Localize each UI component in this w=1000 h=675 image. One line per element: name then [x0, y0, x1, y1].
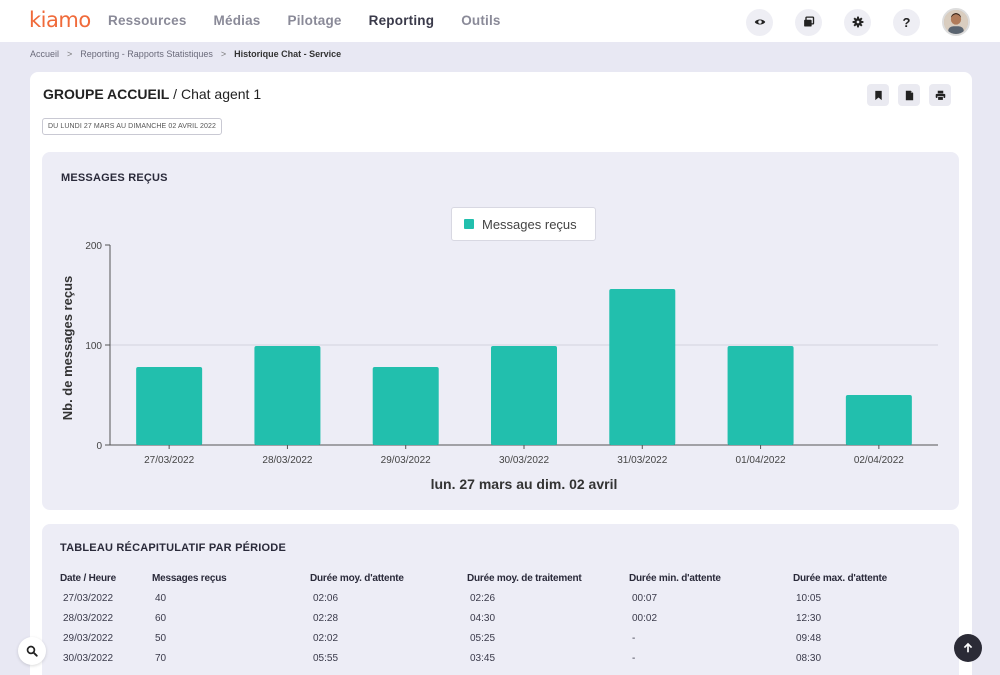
- breadcrumb-reporting[interactable]: Reporting - Rapports Statistiques: [80, 49, 213, 59]
- main-nav: Ressources Médias Pilotage Reporting Out…: [108, 13, 528, 28]
- y-axis-title: Nb. de messages reçus: [60, 276, 75, 421]
- arrow-up-icon: [963, 642, 973, 653]
- cell-avg-handling: 02:26: [470, 592, 496, 604]
- gear-icon[interactable]: [844, 8, 871, 36]
- cell-messages: 40: [155, 592, 167, 604]
- cell-avg-wait: 05:55: [313, 652, 339, 664]
- column-header-min-wait[interactable]: Durée min. d'attente: [629, 572, 721, 584]
- breadcrumb: Accueil > Reporting - Rapports Statistiq…: [30, 49, 341, 59]
- column-header-date[interactable]: Date / Heure: [60, 572, 116, 584]
- x-tick-label: 01/04/2022: [736, 455, 786, 466]
- x-tick-label: 27/03/2022: [144, 455, 194, 466]
- chart-panel-title: MESSAGES REÇUS: [61, 172, 168, 184]
- bar: [254, 346, 321, 445]
- cell-avg-wait: 02:02: [313, 632, 339, 644]
- bar: [372, 367, 439, 445]
- cell-min-wait: 00:02: [632, 612, 658, 624]
- x-axis-title: lun. 27 mars au dim. 02 avril: [431, 476, 618, 492]
- search-button[interactable]: [18, 637, 46, 665]
- nav-ressources[interactable]: Ressources: [108, 13, 187, 28]
- cell-avg-handling: 05:25: [470, 632, 496, 644]
- kiamo-logo[interactable]: kiamo: [29, 8, 91, 32]
- legend-label: Messages reçus: [482, 216, 577, 232]
- bar-chart: 0 100 200 27/03/2022 28/03/2022 29/03/2022 30/…: [60, 241, 938, 492]
- windows-icon[interactable]: [795, 8, 822, 36]
- cell-avg-wait: 02:06: [313, 592, 339, 604]
- cell-max-wait: 09:48: [796, 632, 822, 644]
- table-row: 29/03/2022 50 02:02 05:25 - 09:48: [60, 628, 943, 648]
- top-bar: kiamo Ressources Médias Pilotage Reporti…: [0, 0, 1000, 42]
- column-header-avg-wait[interactable]: Durée moy. d'attente: [310, 572, 404, 584]
- y-tick-label: 100: [85, 341, 102, 352]
- bookmark-icon[interactable]: [867, 84, 889, 106]
- cell-messages: 50: [155, 632, 167, 644]
- search-icon: [26, 645, 38, 657]
- chart-legend[interactable]: Messages reçus: [451, 207, 596, 241]
- cell-date: 27/03/2022: [63, 592, 114, 604]
- x-tick-label: 30/03/2022: [499, 455, 549, 466]
- summary-table: Date / Heure Messages reçus Durée moy. d…: [60, 568, 943, 668]
- table-row: 28/03/2022 60 02:28 04:30 00:02 12:30: [60, 608, 943, 628]
- nav-pilotage[interactable]: Pilotage: [287, 13, 342, 28]
- cell-messages: 70: [155, 652, 167, 664]
- cell-avg-wait: 02:28: [313, 612, 339, 624]
- column-header-messages[interactable]: Messages reçus: [152, 572, 227, 584]
- nav-medias[interactable]: Médias: [213, 13, 261, 28]
- bar: [136, 367, 203, 445]
- breadcrumb-home[interactable]: Accueil: [30, 49, 60, 59]
- bar: [609, 289, 676, 445]
- column-header-max-wait[interactable]: Durée max. d'attente: [793, 572, 887, 584]
- page-title: GROUPE ACCUEIL / Chat agent 1: [43, 86, 261, 102]
- cell-date: 28/03/2022: [63, 612, 114, 624]
- column-header-avg-handling[interactable]: Durée moy. de traitement: [467, 572, 582, 584]
- x-tick-label: 29/03/2022: [381, 455, 431, 466]
- cell-max-wait: 10:05: [796, 592, 822, 604]
- eye-icon[interactable]: [746, 8, 773, 36]
- bar: [727, 346, 794, 445]
- x-tick-label: 28/03/2022: [262, 455, 312, 466]
- x-tick-label: 31/03/2022: [617, 455, 667, 466]
- cell-date: 29/03/2022: [63, 632, 114, 644]
- report-card: GROUPE ACCUEIL / Chat agent 1 DU LUNDI 2…: [30, 72, 972, 675]
- cell-min-wait: -: [632, 632, 636, 644]
- y-tick-label: 0: [96, 441, 102, 452]
- document-icon[interactable]: [898, 84, 920, 106]
- cell-avg-handling: 03:45: [470, 652, 496, 664]
- breadcrumb-separator: >: [67, 49, 73, 59]
- table-row: 30/03/2022 70 05:55 03:45 - 08:30: [60, 648, 943, 668]
- summary-title: TABLEAU RÉCAPITULATIF PAR PÉRIODE: [60, 542, 286, 554]
- report-actions: [858, 84, 951, 106]
- cell-date: 30/03/2022: [63, 652, 114, 664]
- agent-name: Chat agent 1: [180, 86, 262, 102]
- breadcrumb-separator: >: [220, 49, 227, 59]
- period-chip: DU LUNDI 27 MARS AU DIMANCHE 02 AVRIL 20…: [42, 118, 222, 135]
- cell-avg-handling: 04:30: [470, 612, 496, 624]
- breadcrumb-current: Historique Chat - Service: [234, 49, 342, 59]
- group-name: GROUPE ACCUEIL: [43, 86, 170, 102]
- nav-outils[interactable]: Outils: [461, 13, 501, 28]
- help-icon[interactable]: ?: [893, 8, 920, 36]
- table-header-row: Date / Heure Messages reçus Durée moy. d…: [60, 568, 943, 588]
- cell-min-wait: 00:07: [632, 592, 658, 604]
- avatar[interactable]: [942, 8, 970, 36]
- table-row: 27/03/2022 40 02:06 02:26 00:07 10:05: [60, 588, 943, 608]
- cell-messages: 60: [155, 612, 167, 624]
- summary-panel: TABLEAU RÉCAPITULATIF PAR PÉRIODE Date /…: [42, 524, 959, 675]
- cell-max-wait: 08:30: [796, 652, 822, 664]
- scroll-top-button[interactable]: [954, 634, 982, 662]
- title-slash: /: [169, 86, 181, 102]
- help-label: ?: [902, 14, 911, 30]
- top-icons: ?: [724, 8, 970, 36]
- chart-panel: MESSAGES REÇUS 0 100 200 27/03/2022 28/03/20…: [42, 152, 959, 510]
- x-tick-label: 02/04/2022: [854, 455, 904, 466]
- legend-swatch: [464, 219, 474, 229]
- cell-min-wait: -: [632, 652, 636, 664]
- print-icon[interactable]: [929, 84, 951, 106]
- bar: [491, 346, 557, 445]
- nav-reporting[interactable]: Reporting: [368, 13, 435, 28]
- bar: [845, 395, 912, 445]
- y-tick-label: 200: [85, 241, 102, 252]
- cell-max-wait: 12:30: [796, 612, 822, 624]
